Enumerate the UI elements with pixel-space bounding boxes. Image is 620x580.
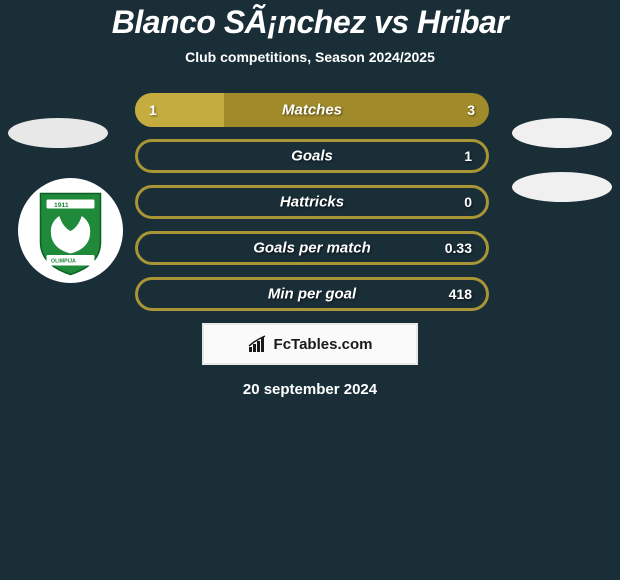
player-left-badge (8, 118, 108, 148)
stat-right-value: 3 (467, 102, 475, 118)
stat-label: Hattricks (280, 194, 344, 211)
comparison-subtitle: Club competitions, Season 2024/2025 (0, 49, 620, 65)
crest-year: 1911 (54, 202, 69, 209)
stat-label: Goals per match (253, 240, 371, 257)
stat-row-goals-per-match: Goals per match 0.33 (135, 231, 489, 265)
widget-container: Blanco SÃ¡nchez vs Hribar Club competiti… (0, 0, 620, 398)
stat-row-matches: 1 Matches 3 (135, 93, 489, 127)
stat-left-value: 1 (149, 102, 157, 118)
stat-right-value: 418 (449, 286, 472, 302)
chart-bars-icon (248, 335, 270, 353)
player-right-badge (512, 118, 612, 148)
brand-label: FcTables.com (274, 336, 373, 353)
stat-row-hattricks: Hattricks 0 (135, 185, 489, 219)
widget-date: 20 september 2024 (0, 381, 620, 398)
stat-row-min-per-goal: Min per goal 418 (135, 277, 489, 311)
stat-label: Matches (282, 102, 342, 119)
stat-row-goals: Goals 1 (135, 139, 489, 173)
stat-right-value: 0 (464, 194, 472, 210)
stat-label: Goals (291, 148, 333, 165)
brand-attribution[interactable]: FcTables.com (202, 323, 418, 365)
club-crest: 1911 OLIMPIJA (18, 178, 123, 283)
svg-text:OLIMPIJA: OLIMPIJA (51, 258, 76, 264)
stat-right-value: 0.33 (445, 240, 472, 256)
stat-label: Min per goal (268, 286, 356, 303)
player-right-badge-2 (512, 172, 612, 202)
stat-right-value: 1 (464, 148, 472, 164)
stats-list: 1 Matches 3 Goals 1 Hattricks 0 Goals pe… (135, 93, 489, 311)
comparison-title: Blanco SÃ¡nchez vs Hribar (0, 4, 620, 41)
club-crest-svg: 1911 OLIMPIJA (33, 186, 108, 276)
